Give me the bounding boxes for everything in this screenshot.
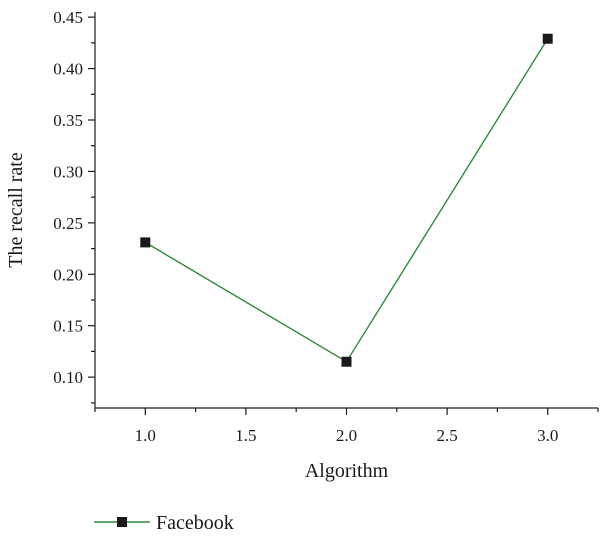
y-axis-title: The recall rate <box>5 152 27 268</box>
data-point-marker <box>140 237 151 248</box>
x-axis-ticks: 1.0 1.5 2.0 2.5 3.0 <box>94 408 599 445</box>
x-tick-label: 3.0 <box>537 426 558 445</box>
series-group <box>140 33 553 367</box>
data-point-marker <box>542 33 553 44</box>
y-tick-label: 0.40 <box>53 60 83 79</box>
x-axis-title: Algorithm <box>305 460 389 482</box>
y-tick-label: 0.20 <box>53 265 83 284</box>
y-tick-label: 0.45 <box>53 8 83 27</box>
y-tick-label: 0.35 <box>53 111 83 130</box>
y-tick-label: 0.10 <box>53 368 83 387</box>
x-tick-label: 1.5 <box>235 426 256 445</box>
legend-marker <box>117 517 127 527</box>
legend: Facebook <box>94 512 234 534</box>
y-tick-label: 0.30 <box>53 162 83 181</box>
y-tick-label: 0.15 <box>53 317 83 336</box>
data-point-marker <box>341 356 352 367</box>
y-axis-ticks: 0.10 0.15 0.20 0.25 0.30 0.35 0.40 0.45 <box>53 8 95 404</box>
x-tick-label: 2.5 <box>436 426 457 445</box>
x-tick-label: 2.0 <box>336 426 357 445</box>
legend-label: Facebook <box>156 512 234 534</box>
y-tick-label: 0.25 <box>53 214 83 233</box>
x-tick-label: 1.0 <box>135 426 156 445</box>
axes <box>94 12 598 409</box>
series-line-facebook <box>144 38 549 363</box>
